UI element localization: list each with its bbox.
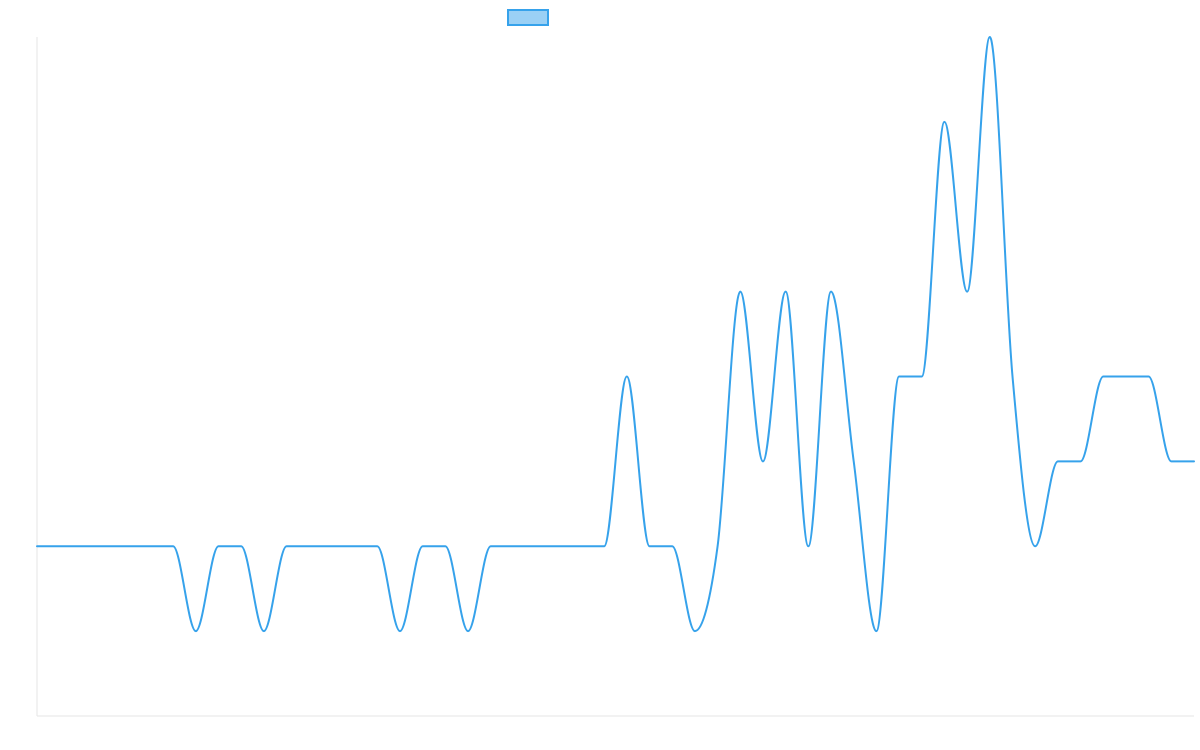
data-point [828,289,834,295]
data-point [374,543,380,549]
data-point [238,543,244,549]
data-point [34,543,40,549]
data-point [215,543,221,549]
data-point [919,374,925,380]
legend-swatch [507,9,549,26]
data-point [941,119,947,125]
data-point [329,543,335,549]
series-group [34,34,1197,634]
data-point [964,289,970,295]
data-point [510,543,516,549]
data-point [1191,458,1197,464]
data-point [987,34,993,40]
data-point [669,543,675,549]
data-point [873,628,879,634]
data-point [578,543,584,549]
data-point [601,543,607,549]
axes [36,37,1194,717]
data-point [1055,458,1061,464]
data-point [851,458,857,464]
data-point [737,289,743,295]
data-point [284,543,290,549]
data-point [170,543,176,549]
data-point [1146,374,1152,380]
data-point [896,374,902,380]
data-point [805,543,811,549]
data-point [715,543,721,549]
data-point [125,543,131,549]
data-point [147,543,153,549]
data-point [397,628,403,634]
data-point [488,543,494,549]
data-point [79,543,85,549]
data-point [1123,374,1129,380]
data-point [57,543,63,549]
data-point [442,543,448,549]
data-point [261,628,267,634]
data-point [102,543,108,549]
data-point [1010,374,1016,380]
data-point [465,628,471,634]
data-point [783,289,789,295]
data-point [1078,458,1084,464]
data-point [1168,458,1174,464]
data-point [692,628,698,634]
data-point [624,374,630,380]
data-point [420,543,426,549]
data-point [1032,543,1038,549]
data-point [647,543,653,549]
series-line [36,36,1195,633]
data-point [1100,374,1106,380]
data-point [760,458,766,464]
data-point [533,543,539,549]
legend [507,9,549,26]
data-point [352,543,358,549]
data-point [556,543,562,549]
data-point [193,628,199,634]
data-point [306,543,312,549]
